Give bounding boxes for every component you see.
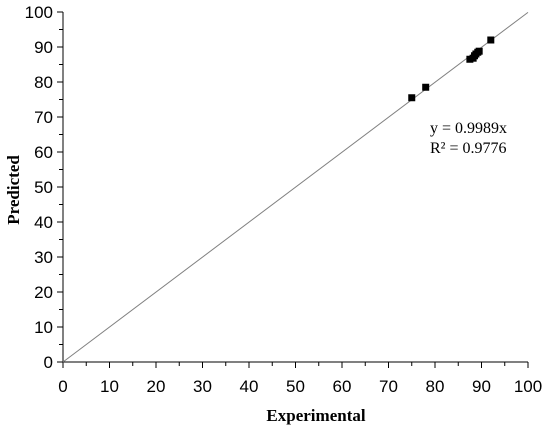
y-tick-label: 50: [34, 178, 53, 197]
y-axis-title: Predicted: [4, 155, 23, 225]
data-point: [422, 83, 430, 91]
data-point: [487, 36, 495, 44]
plot-area: 0 10 20 30 40 50 60 70 80 90 100 0 10 20 30 40 50 60 70 80 9…: [25, 3, 543, 396]
trendline: [62, 11, 529, 363]
x-tick-label: 60: [333, 377, 352, 396]
y-tick-label: 60: [34, 143, 53, 162]
x-axis-title: Experimental: [266, 406, 365, 425]
x-tick-label: 40: [240, 377, 259, 396]
y-tick-label: 90: [34, 38, 53, 57]
data-point: [475, 47, 483, 55]
x-tick-label: 30: [193, 377, 212, 396]
x-tick-label: 20: [147, 377, 166, 396]
x-tick-label: 50: [286, 377, 305, 396]
x-tick-label: 100: [514, 377, 542, 396]
y-tick-label: 30: [34, 248, 53, 267]
r-squared-label: R² = 0.9776: [430, 140, 507, 157]
y-tick-label: 10: [34, 318, 53, 337]
x-tick-label: 10: [100, 377, 119, 396]
x-tick-label: 70: [379, 377, 398, 396]
x-tick-label: 0: [58, 377, 67, 396]
x-tick-label: 80: [426, 377, 445, 396]
x-tick-label: 90: [472, 377, 491, 396]
y-tick-label: 70: [34, 108, 53, 127]
y-tick-label: 20: [34, 283, 53, 302]
equation-label: y = 0.9989x: [430, 120, 507, 137]
y-tick-label: 100: [25, 3, 53, 22]
y-tick-label: 0: [44, 353, 53, 372]
y-tick-label: 40: [34, 213, 53, 232]
y-tick-label: 80: [34, 73, 53, 92]
data-point: [408, 94, 416, 102]
